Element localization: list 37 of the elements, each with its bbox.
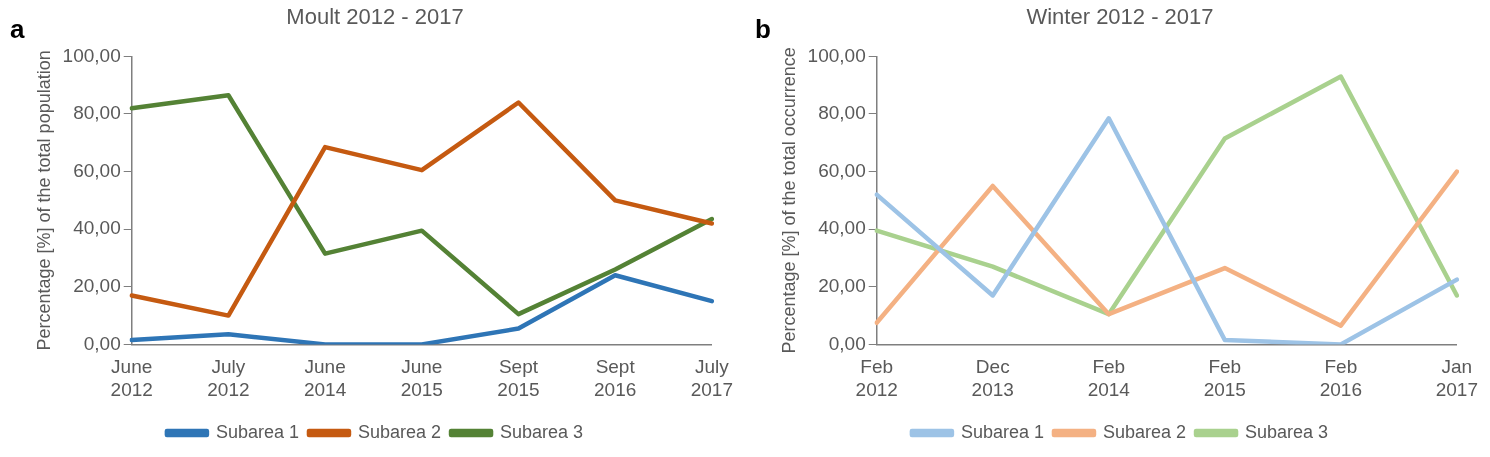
x-tick-label: Jan 2017 [1435,356,1479,400]
x-tick-label: Sept 2015 [497,356,540,400]
x-tick-label: July 2017 [690,356,734,400]
y-tick-label: 100,00 [62,44,121,66]
chart-title: Moult 2012 - 2017 [286,4,464,30]
y-tick-label: 20,00 [73,275,121,297]
y-tick-label: 40,00 [73,217,121,239]
text: a [10,14,25,45]
y-tick-label: 80,00 [73,102,121,124]
x-tick-label: Feb 2012 [855,356,898,400]
x-tick-label: Sept 2016 [594,356,637,400]
y-tick-label: 100,00 [807,44,866,66]
legend-label: Subarea 1 [960,421,1044,442]
chart-title: Winter 2012 - 2017 [1026,4,1214,30]
y-tick-label: 80,00 [818,102,866,124]
x-tick-label: June 2014 [303,356,347,400]
legend-label: Subarea 1 [215,421,299,442]
y-axis-title: Percentage [%] of the total occurrence [778,47,799,354]
y-axis-title: Percentage [%] of the total population [33,50,54,351]
x-tick-label: June 2012 [110,356,153,400]
x-tick-label: July 2012 [207,356,250,400]
y-tick-label: 0,00 [828,332,866,354]
x-tick-label: June 2015 [400,356,443,400]
x-tick-label: Feb 2016 [1319,356,1362,400]
text: b [755,14,771,45]
legend-label: Subarea 2 [357,421,442,442]
x-tick-label: Dec 2013 [971,356,1014,400]
x-tick-label: Feb 2014 [1087,356,1131,400]
y-tick-label: 40,00 [818,217,866,239]
x-tick-label: Feb 2015 [1203,356,1246,400]
y-tick-label: 60,00 [818,159,866,181]
y-tick-label: 20,00 [818,275,866,297]
legend-label: Subarea 2 [1102,421,1187,442]
legend-label: Subarea 3 [500,421,584,442]
legend-label: Subarea 3 [1245,421,1329,442]
y-tick-label: 60,00 [73,159,121,181]
y-tick-label: 0,00 [83,332,121,354]
